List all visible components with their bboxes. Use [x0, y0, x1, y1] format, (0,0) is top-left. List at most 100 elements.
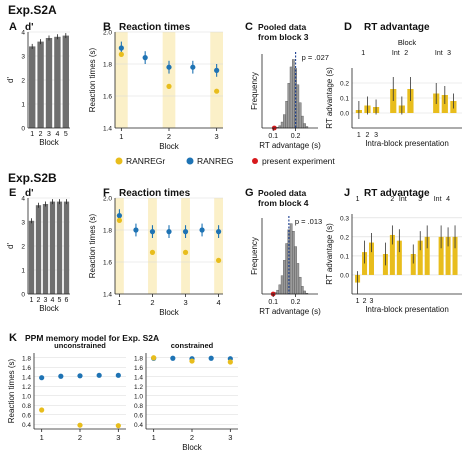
y-tick-label: 1.4 — [134, 374, 143, 381]
block-label: Int — [399, 196, 407, 203]
x-tick-label: 3 — [215, 132, 219, 141]
data-point — [166, 64, 172, 70]
x-tick-label: 0.1 — [268, 133, 278, 140]
x-tick-label: 1 — [152, 433, 156, 442]
panel-title: Reaction times — [119, 22, 191, 33]
bar — [28, 220, 35, 294]
legend-red-swatch — [252, 158, 258, 164]
data-point — [182, 249, 189, 255]
y-tick-label: 0 — [21, 292, 25, 299]
x-tick-label: 2 — [39, 131, 43, 138]
histogram-bar — [301, 115, 304, 129]
histogram-bar — [296, 84, 300, 129]
data-point — [151, 355, 157, 361]
y-axis-label: d' — [6, 243, 15, 249]
y-tick-label: 4 — [21, 196, 25, 203]
x-axis-label: Intra-block presentation — [365, 305, 449, 314]
histogram-bar — [298, 102, 302, 129]
data-point — [116, 213, 123, 219]
x-tick-label: 1 — [30, 131, 34, 138]
block-label: 3 — [447, 50, 451, 57]
exp-a-label: Exp.S2A — [8, 3, 57, 17]
panel-title: RT advantage — [364, 22, 430, 33]
x-tick-label: 4 — [51, 297, 55, 304]
histogram-bar — [296, 263, 300, 295]
shaded-band — [181, 198, 190, 294]
x-tick-label: 5 — [58, 297, 62, 304]
bar — [49, 201, 56, 294]
histogram-bar — [292, 59, 295, 129]
y-tick-label: 1.8 — [103, 62, 112, 69]
y-tick-label: 0.4 — [134, 422, 143, 429]
y-tick-label: 0 — [21, 126, 25, 133]
x-tick-label: 0.2 — [291, 133, 301, 140]
data-point — [149, 249, 156, 255]
panel-title: d' — [25, 22, 34, 33]
legend-blue-swatch — [186, 157, 194, 165]
data-point — [214, 67, 220, 73]
data-point — [58, 373, 64, 379]
data-point — [115, 372, 121, 378]
panel-label: B — [103, 21, 111, 33]
panel-b: B Reaction times 1.4 1.6 1.8 2.0 1 2 3 Block React… — [88, 21, 223, 151]
histogram-bar — [294, 246, 297, 295]
histogram-bar — [301, 286, 304, 295]
shaded-band — [115, 32, 128, 128]
bar — [452, 236, 458, 275]
bar — [396, 240, 402, 275]
panel-label: G — [245, 187, 254, 199]
panel-f: F Reaction times 1.4 1.6 1.8 2.0 1 2 3 4 Block Reac… — [88, 187, 223, 317]
bar — [368, 242, 374, 275]
data-point — [133, 227, 139, 233]
panel-subtitle: from block 3 — [258, 32, 309, 42]
data-point — [142, 55, 148, 61]
y-tick-label: 1.2 — [134, 384, 143, 391]
data-point — [170, 355, 176, 361]
x-tick-label: 3 — [44, 297, 48, 304]
panel-title: Pooled data — [258, 22, 306, 32]
y-tick-label: 1.8 — [134, 355, 143, 362]
y-tick-label: 1.6 — [103, 94, 112, 101]
panel-title: d' — [25, 188, 34, 199]
histogram-bar — [285, 243, 288, 295]
x-tick-label: 2 — [78, 433, 82, 442]
block-label: 1 — [361, 50, 365, 57]
y-tick-label: 0.6 — [134, 412, 143, 419]
x-tick-label: 2 — [363, 298, 367, 305]
legend: RANREGr RANREG present experiment — [115, 156, 335, 166]
panel-subtitle: from block 4 — [258, 198, 309, 208]
y-tick-label: 1.4 — [103, 292, 112, 299]
data-point — [116, 217, 123, 223]
bar — [56, 201, 63, 294]
panel-label: J — [344, 187, 350, 199]
y-axis-label: Frequency — [250, 237, 259, 275]
y-tick-label: 1.2 — [22, 384, 31, 391]
block-label: 1 — [356, 196, 360, 203]
y-tick-label: 1.6 — [22, 365, 31, 372]
histogram-bar — [280, 121, 284, 129]
panel-title: Pooled data — [258, 188, 306, 198]
data-point — [215, 257, 222, 263]
x-axis-label: RT advantage (s) — [259, 307, 321, 316]
x-tick-label: 1 — [357, 132, 361, 139]
x-axis-label: Block — [159, 308, 180, 317]
legend-gold-label: RANREGr — [126, 156, 165, 166]
y-tick-label: 4 — [21, 30, 25, 37]
y-tick-label: 3 — [21, 54, 25, 61]
y-tick-label: 1.4 — [22, 374, 31, 381]
histogram-bar — [289, 66, 293, 129]
x-tick-label: 3 — [183, 298, 187, 307]
y-tick-label: 1.6 — [103, 260, 112, 267]
data-point — [118, 51, 124, 58]
histogram-bar — [303, 123, 306, 129]
data-point — [215, 229, 222, 235]
x-axis-label: Intra-block presentation — [365, 139, 449, 148]
data-point — [118, 45, 124, 51]
shaded-band — [162, 32, 176, 128]
panel-k2: constrained 0.4 0.6 0.8 1.0 1.2 1.4 1.6 1.8 1 2 3 Bl… — [134, 341, 238, 452]
